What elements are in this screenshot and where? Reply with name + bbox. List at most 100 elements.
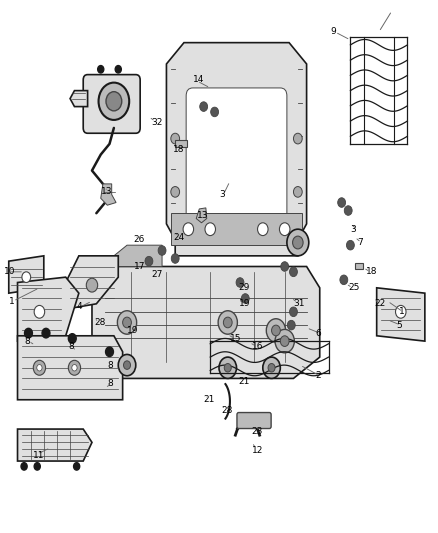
Polygon shape xyxy=(101,184,116,205)
Text: 16: 16 xyxy=(252,342,263,351)
Circle shape xyxy=(280,336,289,346)
Text: 32: 32 xyxy=(151,118,162,127)
Circle shape xyxy=(293,236,303,249)
Text: 21: 21 xyxy=(239,377,250,385)
Polygon shape xyxy=(166,43,307,256)
Text: 1: 1 xyxy=(399,308,404,316)
Circle shape xyxy=(338,198,346,207)
Text: 5: 5 xyxy=(396,321,402,329)
Circle shape xyxy=(218,311,237,334)
Text: 18: 18 xyxy=(366,268,377,276)
Circle shape xyxy=(145,256,153,266)
Circle shape xyxy=(275,329,294,353)
FancyBboxPatch shape xyxy=(186,88,287,221)
Circle shape xyxy=(158,246,166,255)
Circle shape xyxy=(74,463,80,470)
Circle shape xyxy=(34,463,40,470)
Circle shape xyxy=(279,223,290,236)
Circle shape xyxy=(281,262,289,271)
Text: 12: 12 xyxy=(252,446,263,455)
Text: 31: 31 xyxy=(293,300,305,308)
Text: 11: 11 xyxy=(33,451,44,460)
Circle shape xyxy=(396,305,406,318)
Text: 6: 6 xyxy=(315,329,321,337)
Circle shape xyxy=(340,275,348,285)
Circle shape xyxy=(68,334,76,343)
Circle shape xyxy=(25,328,32,338)
Circle shape xyxy=(211,107,219,117)
Text: 19: 19 xyxy=(239,300,250,308)
Circle shape xyxy=(219,357,237,378)
Circle shape xyxy=(171,254,179,263)
Circle shape xyxy=(287,229,309,256)
Circle shape xyxy=(42,328,50,338)
Text: 3: 3 xyxy=(219,190,225,199)
Bar xyxy=(171,213,302,245)
Text: 13: 13 xyxy=(101,188,112,196)
Polygon shape xyxy=(101,245,162,266)
Text: 22: 22 xyxy=(374,300,386,308)
Circle shape xyxy=(171,187,180,197)
Polygon shape xyxy=(92,266,320,378)
Circle shape xyxy=(268,364,275,372)
Text: 8: 8 xyxy=(107,361,113,369)
Circle shape xyxy=(266,319,286,342)
Text: 1: 1 xyxy=(9,297,14,305)
Circle shape xyxy=(205,223,215,236)
Circle shape xyxy=(171,133,180,144)
Text: 24: 24 xyxy=(173,233,184,241)
Polygon shape xyxy=(18,429,92,461)
Circle shape xyxy=(118,354,136,376)
Circle shape xyxy=(263,357,280,378)
Circle shape xyxy=(68,360,81,375)
Circle shape xyxy=(290,267,297,277)
Text: 2: 2 xyxy=(315,372,321,380)
Circle shape xyxy=(293,187,302,197)
Circle shape xyxy=(34,305,45,318)
Circle shape xyxy=(22,272,31,282)
Circle shape xyxy=(117,311,137,334)
Text: 28: 28 xyxy=(94,318,106,327)
Text: 3: 3 xyxy=(350,225,356,233)
Bar xyxy=(175,140,187,147)
FancyBboxPatch shape xyxy=(237,413,271,429)
Circle shape xyxy=(37,365,42,371)
Text: 9: 9 xyxy=(331,28,336,36)
Text: 13: 13 xyxy=(197,212,208,220)
Text: 28: 28 xyxy=(221,406,233,415)
Text: 29: 29 xyxy=(239,284,250,292)
Text: 8: 8 xyxy=(68,342,74,351)
Text: 4: 4 xyxy=(77,302,82,311)
Text: 27: 27 xyxy=(151,270,162,279)
Text: 10: 10 xyxy=(4,268,16,276)
Polygon shape xyxy=(66,256,118,309)
Circle shape xyxy=(124,361,131,369)
Text: 17: 17 xyxy=(134,262,145,271)
Polygon shape xyxy=(18,277,79,341)
Circle shape xyxy=(183,223,194,236)
Circle shape xyxy=(86,278,98,292)
Circle shape xyxy=(290,307,297,317)
Circle shape xyxy=(72,365,77,371)
Text: 23: 23 xyxy=(252,427,263,436)
Circle shape xyxy=(344,206,352,215)
Circle shape xyxy=(293,133,302,144)
Text: 21: 21 xyxy=(204,395,215,404)
Polygon shape xyxy=(18,336,123,400)
Circle shape xyxy=(115,66,121,73)
Bar xyxy=(355,263,363,269)
Circle shape xyxy=(241,294,249,303)
Circle shape xyxy=(21,463,27,470)
Circle shape xyxy=(200,102,208,111)
Text: 25: 25 xyxy=(348,284,360,292)
Circle shape xyxy=(346,240,354,250)
Circle shape xyxy=(106,347,113,357)
Text: 7: 7 xyxy=(357,238,363,247)
Text: 19: 19 xyxy=(127,326,138,335)
Circle shape xyxy=(98,66,104,73)
Circle shape xyxy=(99,83,129,120)
Circle shape xyxy=(258,223,268,236)
Polygon shape xyxy=(9,256,44,293)
Polygon shape xyxy=(377,288,425,341)
Text: 8: 8 xyxy=(24,337,30,345)
